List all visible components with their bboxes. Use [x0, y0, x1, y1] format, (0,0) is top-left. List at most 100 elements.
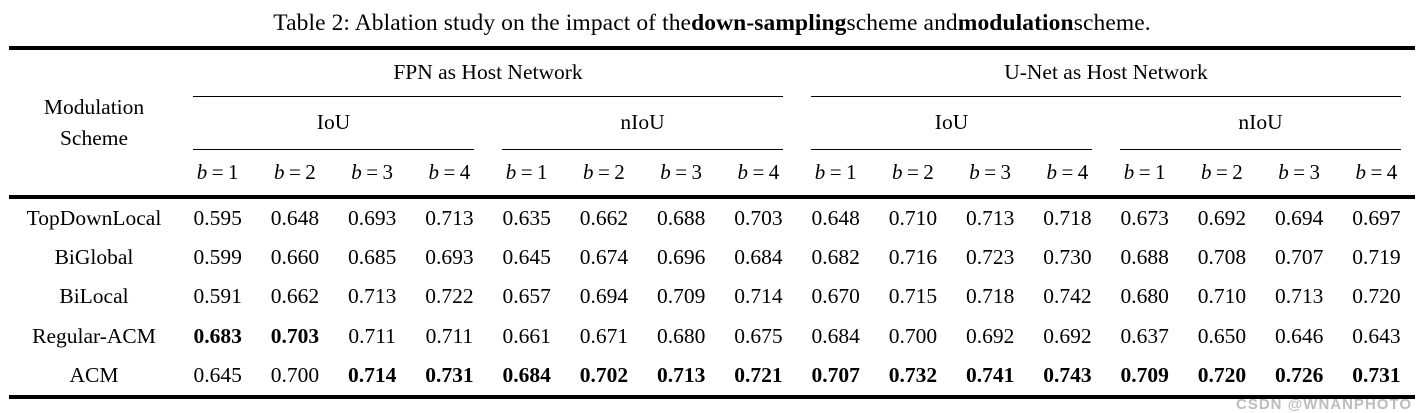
b-value: 4	[1386, 160, 1398, 184]
value-cell: 0.742	[1043, 284, 1092, 309]
value-cell: 0.680	[1120, 284, 1169, 309]
value-cell: 0.648	[270, 206, 320, 231]
value-cell: 0.709	[1120, 362, 1169, 387]
value-cell: 0.648	[811, 206, 860, 231]
b-var: b	[1355, 160, 1366, 184]
value-cell: 0.697	[1352, 206, 1401, 231]
b-value: 4	[459, 160, 471, 184]
caption-term-downsampling: down-sampling	[691, 9, 847, 36]
value-cell: 0.716	[888, 245, 938, 270]
equals-sign: =	[906, 160, 919, 184]
b-var: b	[814, 160, 826, 184]
b-value: 3	[382, 160, 394, 184]
subgroup-underline-rule	[1120, 148, 1401, 150]
b-col-header: b = 2	[565, 150, 642, 195]
equals-sign: =	[752, 160, 765, 184]
value-cell: 0.710	[1197, 284, 1247, 309]
equals-sign: =	[443, 160, 456, 184]
value-cell: 0.713	[1274, 284, 1324, 309]
value-cell: 0.645	[502, 245, 551, 270]
b-col-header: b = 1	[797, 150, 874, 195]
value-cell: 0.713	[347, 284, 397, 309]
b-col-header: b = 4	[1338, 150, 1415, 195]
value-cell: 0.713	[965, 206, 1015, 231]
value-cell: 0.688	[1120, 245, 1169, 270]
value-cell: 0.671	[579, 323, 629, 348]
b-col-header: b = 3	[952, 150, 1029, 195]
equals-sign: =	[211, 160, 224, 184]
value-cell: 0.715	[888, 284, 938, 309]
b-col-header: b = 3	[1261, 150, 1338, 195]
caption-suffix: scheme.	[1073, 9, 1151, 36]
value-cell: 0.670	[811, 284, 860, 309]
value-cell: 0.703	[734, 206, 783, 231]
subgroup-header-fpn-niou: nIoU	[488, 97, 797, 150]
value-cell: 0.645	[193, 362, 242, 387]
group-underline-rule	[193, 95, 783, 97]
b-value: 2	[614, 160, 625, 184]
value-cell: 0.684	[734, 245, 783, 270]
subgroup-header-label: nIoU	[620, 110, 665, 135]
b-value: 1	[228, 160, 239, 184]
b-col-header: b = 1	[179, 150, 256, 195]
subgroup-header-fpn-iou: IoU	[179, 97, 488, 150]
bottom-rule	[9, 394, 1415, 399]
b-var: b	[582, 160, 594, 184]
modulation-scheme-line: Modulation	[43, 95, 145, 120]
value-cell: 0.675	[734, 323, 783, 348]
b-col-header: b = 1	[488, 150, 565, 195]
subgroup-underline-rule	[811, 148, 1092, 150]
b-value: 3	[691, 160, 703, 184]
ablation-table: Modulation Scheme FPN as Host Network IoU nI…	[9, 46, 1415, 399]
b-col-header: b = 4	[720, 150, 797, 195]
value-cell: 0.595	[193, 206, 242, 231]
b-var: b	[1200, 160, 1212, 184]
row-label: BiGlobal	[54, 245, 134, 270]
value-cell: 0.599	[193, 245, 242, 270]
value-cell: 0.721	[734, 362, 783, 387]
row-label: BiLocal	[59, 284, 129, 309]
value-cell: 0.662	[579, 206, 629, 231]
value-cell: 0.693	[425, 245, 474, 270]
value-cell: 0.643	[1352, 323, 1401, 348]
value-cell: 0.730	[1043, 245, 1092, 270]
equals-sign: =	[288, 160, 301, 184]
equals-sign: =	[366, 160, 379, 184]
value-cell: 0.650	[1197, 323, 1247, 348]
value-cell: 0.710	[888, 206, 938, 231]
b-value: 4	[1077, 160, 1089, 184]
b-value: 2	[923, 160, 934, 184]
equals-sign: =	[1061, 160, 1074, 184]
value-cell: 0.713	[656, 362, 706, 387]
b-var: b	[505, 160, 517, 184]
b-value: 1	[537, 160, 548, 184]
value-cell: 0.718	[965, 284, 1015, 309]
equals-sign: =	[1293, 160, 1306, 184]
equals-sign: =	[675, 160, 688, 184]
value-cell: 0.726	[1274, 362, 1324, 387]
subgroup-underline-rule	[502, 148, 783, 150]
subgroup-header-unet-iou: IoU	[797, 97, 1106, 150]
value-cell: 0.692	[1043, 323, 1092, 348]
watermark: CSDN @WNANPHOTO	[1235, 396, 1412, 413]
value-cell: 0.718	[1043, 206, 1092, 231]
value-cell: 0.707	[811, 362, 860, 387]
equals-sign: =	[597, 160, 610, 184]
b-col-header: b = 2	[1183, 150, 1260, 195]
value-cell: 0.680	[656, 323, 706, 348]
header-modulation-scheme: Modulation Scheme	[9, 50, 179, 195]
b-var: b	[351, 160, 362, 184]
value-cell: 0.673	[1120, 206, 1169, 231]
row-label: TopDownLocal	[26, 206, 162, 231]
value-cell: 0.700	[888, 323, 938, 348]
value-cell: 0.741	[965, 362, 1015, 387]
value-cell: 0.714	[347, 362, 397, 387]
value-cell: 0.694	[579, 284, 629, 309]
b-var: b	[737, 160, 748, 184]
value-cell: 0.709	[656, 284, 706, 309]
b-value: 4	[768, 160, 780, 184]
header-body-separator-rule	[9, 195, 1415, 199]
row-label: ACM	[69, 362, 119, 387]
b-col-header: b = 3	[334, 150, 411, 195]
value-cell: 0.720	[1197, 362, 1247, 387]
